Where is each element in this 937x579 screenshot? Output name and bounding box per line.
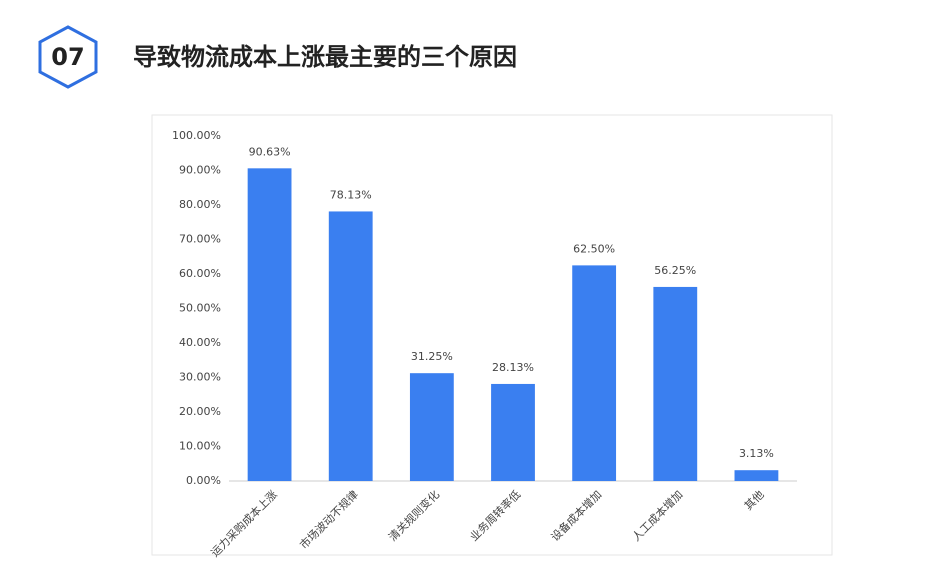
y-tick-label: 80.00% (179, 198, 221, 211)
y-tick-label: 20.00% (179, 405, 221, 418)
badge-number: 07 (51, 43, 84, 71)
bar (247, 168, 292, 481)
y-tick-label: 30.00% (179, 371, 221, 384)
y-tick-label: 100.00% (172, 129, 221, 142)
y-tick-label: 90.00% (179, 164, 221, 177)
x-tick-label: 其他 (742, 488, 767, 513)
bar (409, 373, 454, 481)
x-tick-label: 业务周转率低 (467, 487, 524, 544)
y-tick-label: 50.00% (179, 302, 221, 315)
x-tick-label: 运力采购成本上涨 (208, 487, 280, 559)
bar (572, 265, 617, 481)
x-tick-label: 市场波动不规律 (297, 487, 361, 551)
y-tick-label: 70.00% (179, 233, 221, 246)
value-label: 3.13% (739, 447, 774, 460)
y-tick-label: 60.00% (179, 267, 221, 280)
bar (734, 470, 779, 481)
value-label: 90.63% (249, 145, 291, 158)
value-label: 62.50% (573, 242, 615, 255)
bar (491, 383, 535, 481)
y-tick-label: 0.00% (186, 474, 221, 487)
slide-title: 导致物流成本上涨最主要的三个原因 (133, 43, 517, 71)
y-tick-label: 40.00% (179, 336, 221, 349)
value-label: 28.13% (492, 361, 534, 374)
x-tick-label: 设备成本增加 (548, 487, 605, 544)
bar (653, 286, 698, 481)
value-label: 78.13% (330, 188, 372, 201)
value-label: 31.25% (411, 350, 453, 363)
y-tick-label: 10.00% (179, 440, 221, 453)
badge-hexagon (38, 25, 98, 89)
x-tick-label: 清关规则变化 (386, 487, 443, 544)
x-tick-label: 人工成本增加 (629, 487, 686, 544)
value-label: 56.25% (654, 264, 696, 277)
chart-frame (151, 114, 833, 556)
bar (328, 211, 373, 481)
